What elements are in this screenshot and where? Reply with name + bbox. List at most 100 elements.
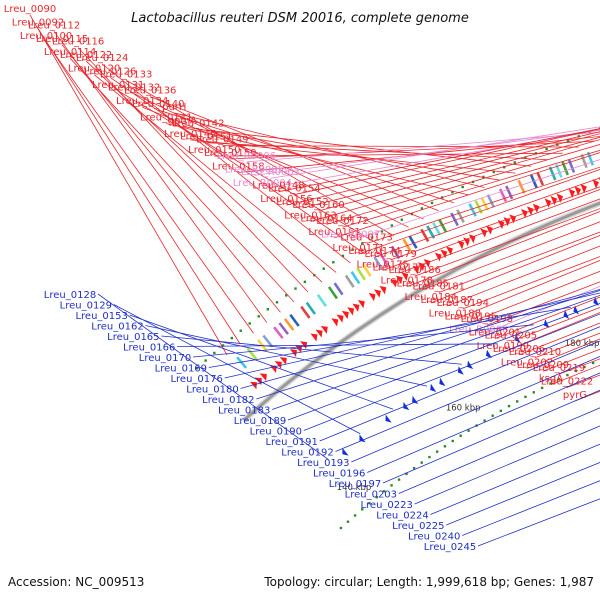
gene-label: Lreu_R0006: [217, 151, 276, 162]
gene-label: Lreu_0142: [172, 118, 224, 129]
gene-label: Lreu_0181: [413, 282, 465, 293]
gene-label: Lreu_0128: [44, 290, 96, 301]
gene-label: Lreu_0156: [260, 194, 312, 205]
gene-label: Lreu_0134: [116, 96, 168, 107]
map-title: Lactobacillus reuteri DSM 20016, complet…: [131, 11, 469, 26]
gene-label: Lreu_0116: [52, 37, 104, 48]
gene-label: Lreu_0090: [4, 4, 56, 15]
gene-label: Lreu_0150: [188, 145, 240, 156]
gene-label: Lreu_0164: [300, 213, 352, 224]
gene-label: Lreu_0131: [92, 80, 144, 91]
gene-label: Lreu_R0004: [233, 178, 292, 189]
gene-label: Lreu_0206: [493, 344, 545, 355]
gene-label: Lreu_0169: [155, 364, 207, 375]
gene-label: Lreu_0180: [186, 385, 238, 396]
kbp-label: 180 kbp: [565, 339, 600, 349]
gene-label: Lreu_0193: [297, 458, 349, 469]
gene-label: Lreu_R0007: [321, 230, 380, 241]
gene-label: Lreu_0186: [389, 265, 441, 276]
gene-label: Lreu_0173: [340, 233, 392, 244]
forward-strand-arrows: [249, 177, 600, 390]
gene-label: Lreu_0245: [424, 542, 476, 553]
gene-label: Lreu_R0003: [241, 167, 300, 178]
gene-label: ksgA: [539, 374, 563, 385]
gene-label: Lreu_0192: [281, 448, 333, 459]
gene-label: Lreu_0124: [76, 53, 128, 64]
gene-label: Lreu_0120: [68, 64, 120, 75]
gene-label: Lreu_0160: [292, 200, 344, 211]
gene-label: Lreu_0129: [60, 301, 112, 312]
gene-label: Lreu_0202: [501, 357, 553, 368]
gene-label: Lreu_0136: [124, 86, 176, 97]
gene-label: Lreu_0223: [360, 500, 412, 511]
gene-label: pyrG: [563, 390, 587, 401]
gene-label: Lreu_0222: [541, 377, 593, 388]
gene-label: Lreu_0092: [12, 17, 64, 28]
gene-label: purH: [162, 102, 186, 113]
gene-label: Lreu_0225: [392, 521, 444, 532]
gene-label: Lreu_0197: [329, 479, 381, 490]
gene-label: Lreu_0133: [100, 69, 152, 80]
gene-label: Lreu_0199: [477, 341, 529, 352]
gene-label: Lreu_0240: [408, 532, 460, 543]
gene-label: Lreu_0187: [421, 295, 473, 306]
gene-label: gpmA: [168, 115, 197, 126]
cog-color-ring: [236, 147, 600, 369]
gene-label: Lreu_0179: [364, 249, 416, 260]
kbp-label: 160 kbp: [446, 403, 481, 413]
gene-label: Lreu_0188: [429, 308, 481, 319]
gene-label: Lreu_0224: [376, 511, 428, 522]
gene-label: Lreu_0114: [44, 47, 96, 58]
gene-label: Lreu_0162: [91, 322, 143, 333]
gene-label: Lreu_0159: [204, 148, 256, 159]
accession-text: Accession: NC_009513: [8, 575, 144, 589]
gene-label: Lreu_0148: [252, 181, 304, 192]
gene-label: Lreu_0203: [345, 490, 397, 501]
gene-label: Lreu_0185: [397, 279, 449, 290]
gene-label: Lreu_0210: [509, 347, 561, 358]
gene-label: Lreu_0153: [75, 311, 127, 322]
kbp-label: 140 kbp: [337, 483, 372, 493]
gene-label: Lreu_0165: [107, 332, 159, 343]
gene-label: Lreu_0219: [533, 363, 585, 374]
gene-label: Lreu_0178: [380, 276, 432, 287]
gene-label: Lreu_0201: [469, 328, 521, 339]
gene-label: Lreu_0151: [180, 132, 232, 143]
gene-label: Lreu_0126: [84, 66, 136, 77]
inner-gene-labels: Lreu_0128Lreu_0129Lreu_0153Lreu_0162Lreu…: [44, 288, 600, 553]
genome-backbone: [241, 200, 600, 423]
gene-label: Lreu_0115: [36, 34, 88, 45]
gene-label: Lreu_0183: [218, 406, 270, 417]
gene-label: Lreu_0190: [250, 427, 302, 438]
gene-label: Lreu_0112: [28, 20, 80, 31]
gene-label: Lreu_0198: [461, 314, 513, 325]
gene-label: Lreu_0175: [356, 259, 408, 270]
gene-label: Lreu_0182: [202, 395, 254, 406]
gene-label: Lreu_0100: [20, 31, 72, 42]
kbp-tick-dots: [195, 127, 600, 530]
gene-label: Lreu_0161: [308, 227, 360, 238]
gene-label: Lreu_0122: [60, 50, 112, 61]
gene-label: Lreu_0132: [108, 83, 160, 94]
gene-label: Lreu_0141: [140, 113, 192, 124]
gene-label: Lreu_0195: [445, 311, 497, 322]
gene-label: Lreu_0177: [372, 262, 424, 273]
gene-label: Lreu_0209: [517, 360, 569, 371]
gene-label: Lreu_0154: [268, 184, 320, 195]
gene-label: Lreu_0191: [265, 437, 317, 448]
gene-label: Lreu_0158: [212, 161, 264, 172]
gene-label: Lreu_0163: [284, 210, 336, 221]
gene-label: Lreu_0172: [316, 216, 368, 227]
gene-label: Lreu_0196: [313, 469, 365, 480]
gene-label: Lreu_0166: [123, 343, 175, 354]
gene-label: Lreu_0174: [348, 246, 400, 257]
gene-label: Lreu_0176: [170, 374, 222, 385]
gene-label: Lreu_0194: [437, 298, 489, 309]
gene-label: Lreu_0140: [132, 99, 184, 110]
gene-label: Lreu_R0005: [225, 164, 284, 175]
gene-label: Lreu_0189: [234, 416, 286, 427]
gene-label: Lreu_0171: [332, 243, 384, 254]
